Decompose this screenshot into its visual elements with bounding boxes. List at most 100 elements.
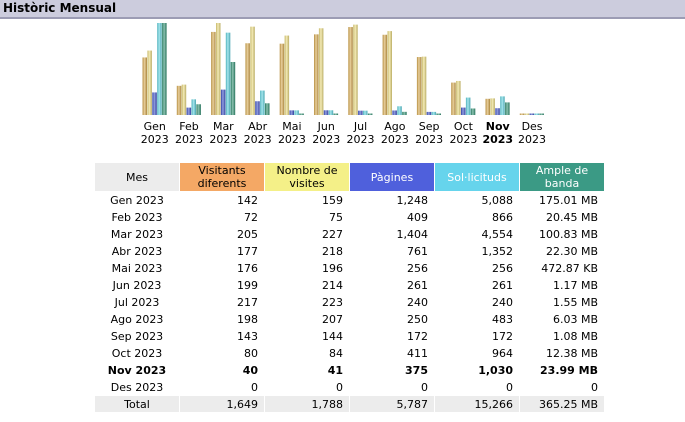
bar-visits-10: [490, 98, 495, 115]
cell-pages: 409: [407, 210, 428, 224]
table-row: Gen 2023 142 159 1,248 5,088 175.01 MB: [95, 192, 604, 208]
cell-visits: 196: [322, 261, 343, 275]
cell-bandwidth: 100.83 MB: [538, 227, 598, 241]
bar-bandwidth-4: [299, 113, 304, 115]
table-row: Abr 2023 177 218 761 1,352 22.30 MB: [95, 243, 604, 259]
col-header-visitors: Visitants diferents: [180, 163, 264, 191]
cell-bandwidth: 12.38 MB: [545, 346, 598, 360]
bar-visitors-2: [211, 31, 216, 116]
bar-visits-0: [147, 50, 152, 116]
table-row: Jun 2023 199 214 261 261 1.17 MB: [95, 277, 604, 293]
bar-hits-6: [363, 110, 368, 115]
x-tick-year-label: 2023: [209, 133, 237, 146]
bar-pages-10: [495, 108, 500, 115]
bar-hits-5: [328, 110, 334, 115]
cell-month: Jun 2023: [112, 278, 162, 292]
x-tick-year-label: 2023: [244, 133, 272, 146]
bar-visits-7: [387, 31, 392, 115]
cell-visits: 84: [329, 346, 343, 360]
bar-hits-7: [397, 106, 402, 115]
cell-pages: 1,404: [396, 227, 429, 241]
cell-bandwidth: 20.45 MB: [545, 210, 598, 224]
bar-bandwidth-1: [196, 104, 201, 115]
bar-pages-0: [152, 92, 157, 115]
table-row: Feb 2023 72 75 409 866 20.45 MB: [95, 209, 604, 225]
cell-pages: 1,248: [396, 193, 429, 207]
cell-hits: 256: [492, 261, 513, 275]
x-tick-month-label: Abr: [248, 120, 268, 133]
cell-month: Des 2023: [110, 380, 164, 394]
bar-visitors-10: [485, 98, 490, 115]
cell-visitors: 217: [237, 295, 258, 309]
cell-hits: 240: [492, 295, 513, 309]
bar-visitors-3: [245, 43, 250, 116]
bar-visits-6: [353, 24, 358, 115]
cell-visits: 223: [322, 295, 343, 309]
bar-pages-2: [220, 89, 226, 115]
cell-pages: 411: [407, 346, 428, 360]
bar-visits-5: [318, 28, 324, 115]
cell-visitors: 198: [237, 312, 258, 326]
cell-visits: 1,788: [265, 396, 349, 412]
cell-hits: 0: [506, 380, 513, 394]
cell-hits: 964: [492, 346, 513, 360]
bar-visitors-8: [416, 57, 422, 115]
cell-pages: 256: [407, 261, 428, 275]
bar-pages-3: [255, 101, 260, 115]
bar-hits-4: [294, 110, 299, 115]
cell-bandwidth: 6.03 MB: [552, 312, 598, 326]
x-tick-month-label: Gen: [144, 120, 166, 133]
x-tick-month-label: Jun: [317, 120, 335, 133]
x-tick-year-label: 2023: [381, 133, 409, 146]
bar-bandwidth-2: [230, 62, 236, 115]
x-tick-year-label: 2023: [312, 133, 340, 146]
cell-visits: 41: [327, 363, 343, 377]
x-tick-month-label: Ago: [384, 120, 406, 133]
cell-visitors: 72: [244, 210, 258, 224]
bar-pages-7: [392, 110, 397, 115]
x-tick-month-label: Oct: [454, 120, 474, 133]
cell-pages: 5,787: [350, 396, 434, 412]
cell-month: Feb 2023: [111, 210, 163, 224]
cell-month: Abr 2023: [111, 244, 163, 258]
bar-hits-9: [465, 97, 471, 115]
cell-visits: 144: [322, 329, 343, 343]
bar-bandwidth-3: [265, 103, 270, 115]
x-tick-month-label: Feb: [179, 120, 198, 133]
bar-visitors-1: [176, 85, 182, 115]
section-header: Històric Mensual: [0, 0, 685, 19]
cell-visits: 227: [322, 227, 343, 241]
bar-visits-4: [284, 35, 290, 116]
table-row: Jul 2023 217 223 240 240 1.55 MB: [95, 294, 604, 310]
cell-bandwidth: 472.87 KB: [541, 261, 598, 275]
cell-visitors: 199: [237, 278, 258, 292]
cell-hits: 866: [492, 210, 513, 224]
bar-visitors-7: [382, 34, 388, 115]
cell-visitors: 0: [251, 380, 258, 394]
cell-visitors: 40: [242, 363, 258, 377]
cell-bandwidth: 1.17 MB: [552, 278, 598, 292]
cell-pages: 250: [407, 312, 428, 326]
col-header-month: Mes: [95, 163, 179, 191]
cell-hits: 1,030: [478, 363, 513, 377]
cell-bandwidth: 365.25 MB: [520, 396, 604, 412]
x-tick-year-label: 2023: [482, 133, 513, 146]
cell-month: Oct 2023: [111, 346, 163, 360]
cell-hits: 4,554: [481, 227, 514, 241]
bar-visits-2: [216, 23, 221, 115]
bar-pages-1: [186, 107, 192, 115]
cell-visitors: 142: [237, 193, 258, 207]
table-row: Mai 2023 176 196 256 256 472.87 KB: [95, 260, 604, 276]
bar-visits-1: [181, 84, 187, 115]
bar-hits-10: [500, 96, 505, 115]
cell-month: Total: [95, 396, 179, 412]
cell-visitors: 205: [237, 227, 258, 241]
x-tick-year-label: 2023: [141, 133, 169, 146]
x-tick-month-label: Nov: [486, 120, 511, 133]
cell-visitors: 143: [237, 329, 258, 343]
cell-hits: 15,266: [435, 396, 519, 412]
bar-bandwidth-6: [367, 113, 373, 115]
cell-hits: 5,088: [481, 193, 514, 207]
bar-visitors-4: [279, 43, 285, 115]
bar-hits-1: [191, 99, 196, 115]
